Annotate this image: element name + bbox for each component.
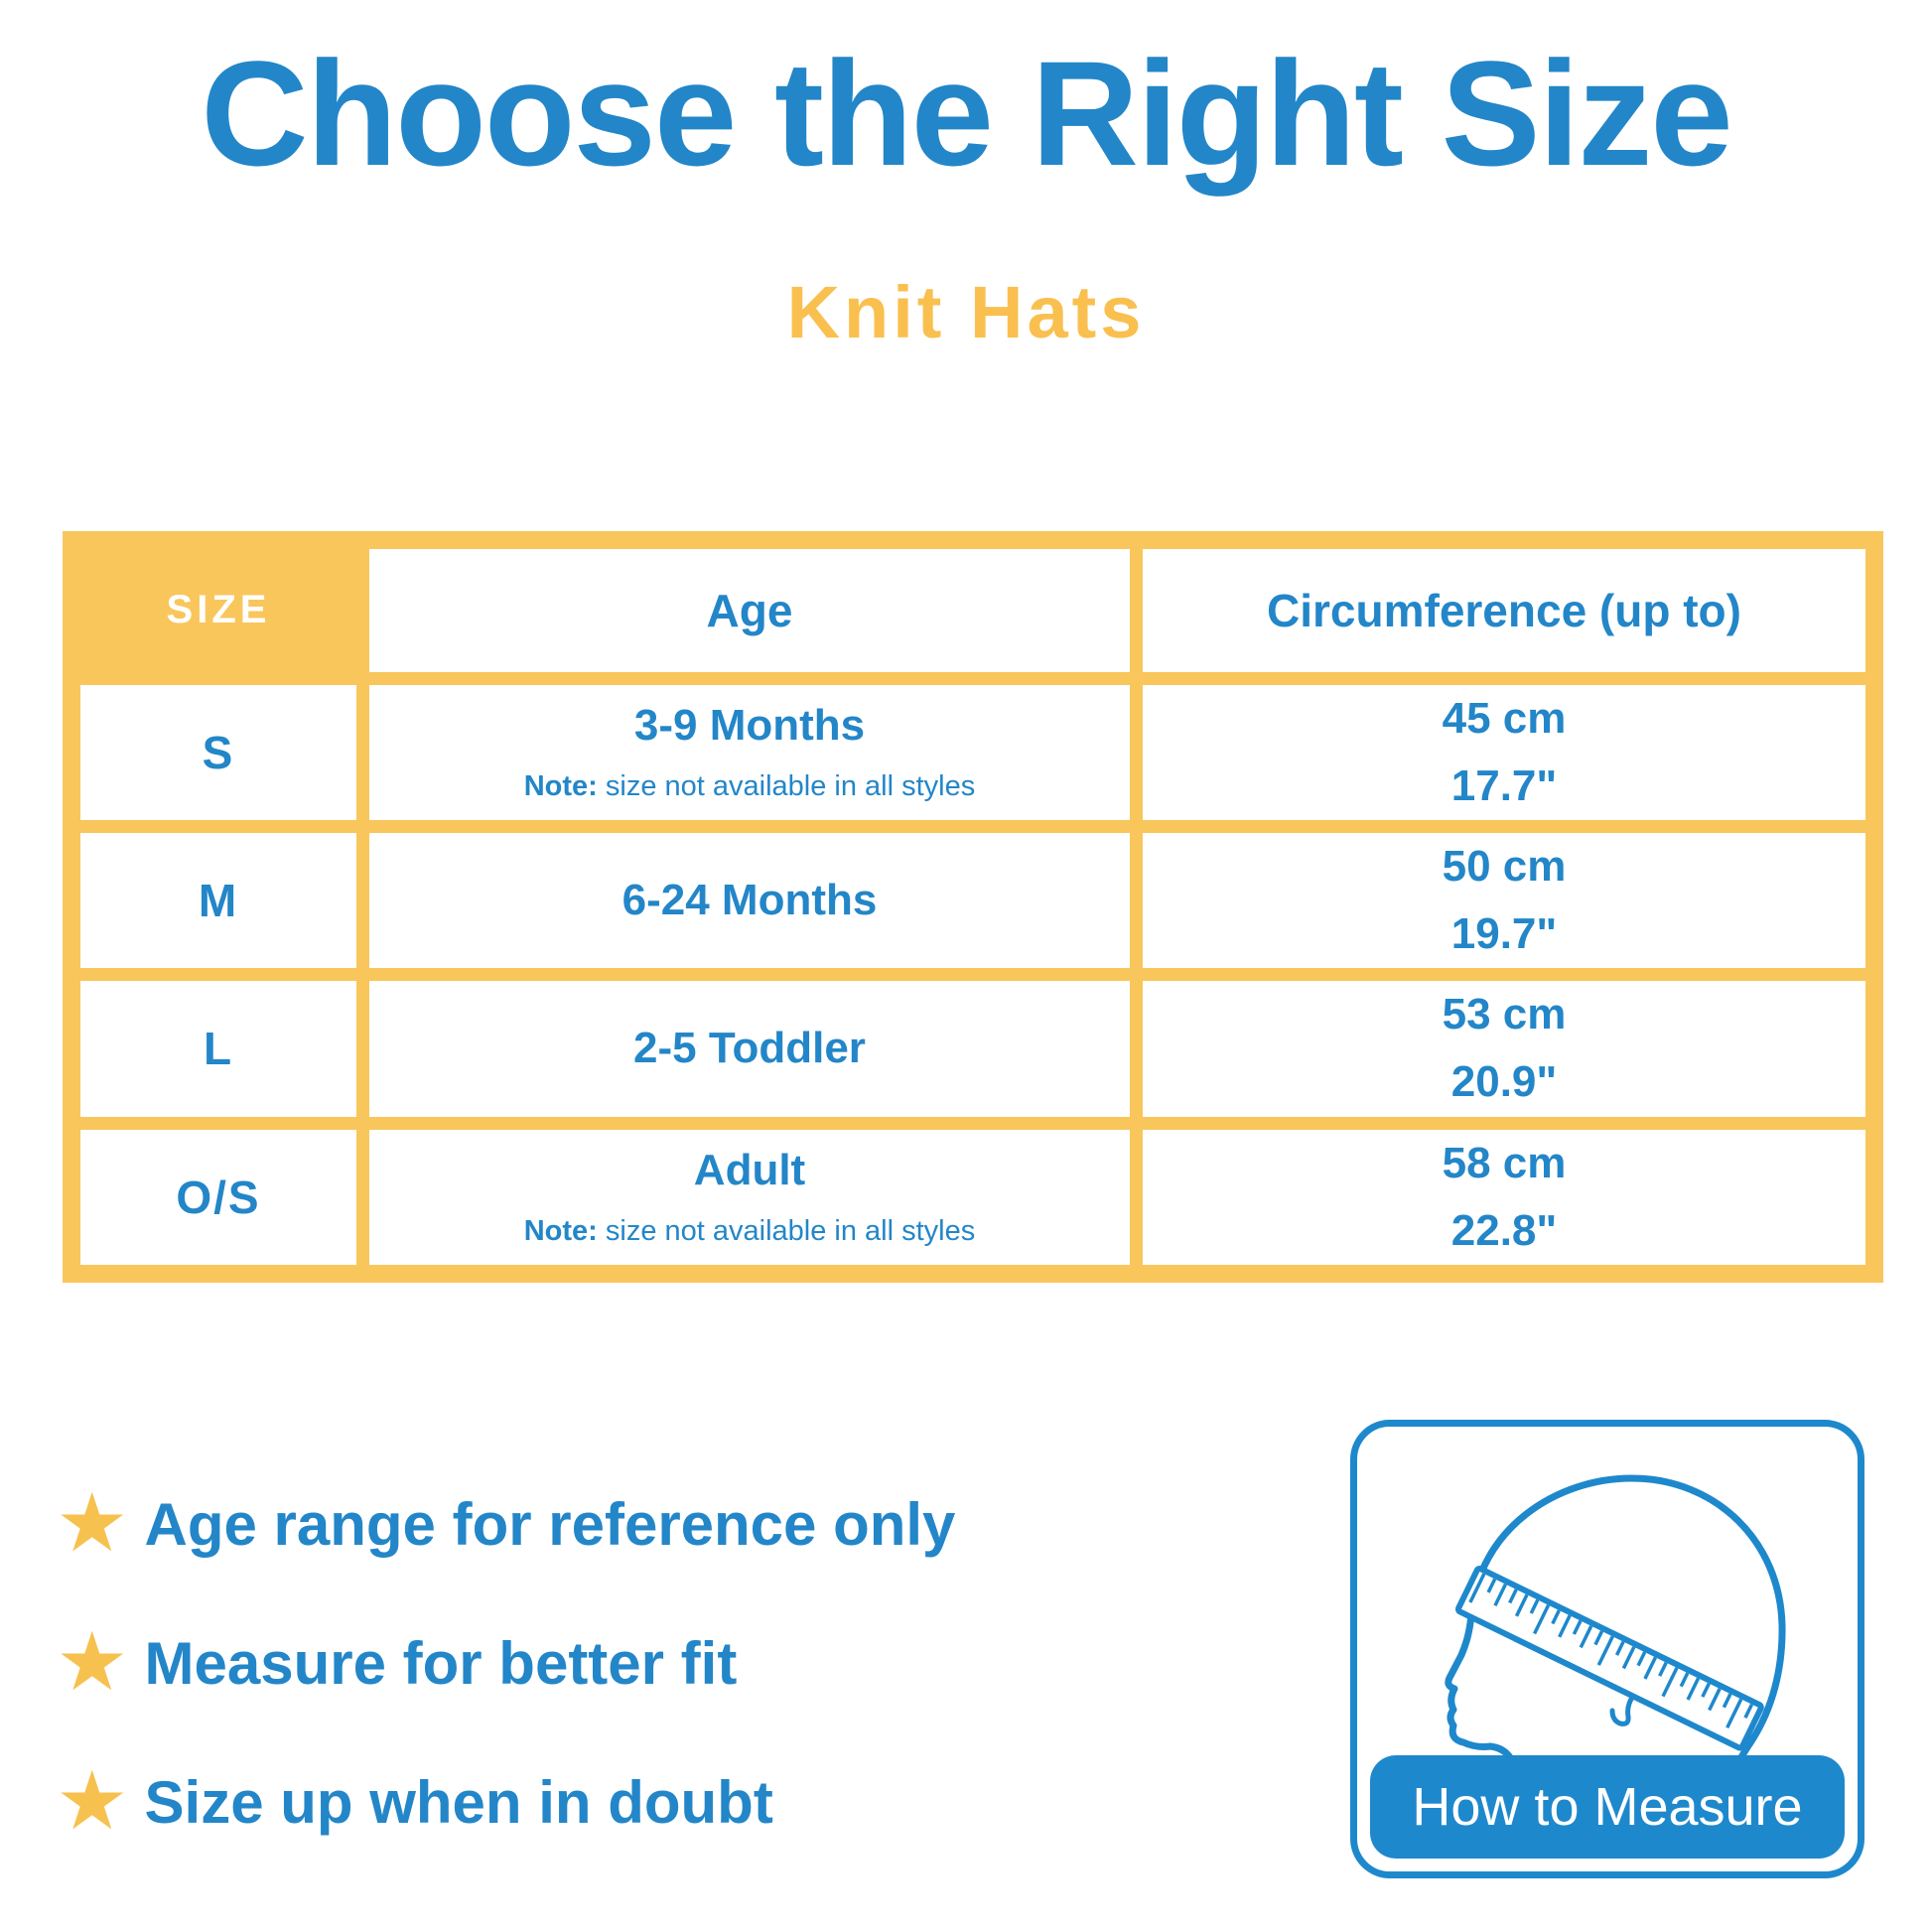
tip-text: Age range for reference only <box>144 1490 956 1558</box>
circumference-inches: 20.9" <box>1450 1057 1558 1107</box>
age-value: 3-9 Months <box>633 701 866 751</box>
head-measure-illustration <box>1445 1474 1786 1854</box>
table-row-m-age: 6-24 Months <box>369 832 1130 969</box>
table-row-s-size: S <box>80 684 356 820</box>
table-row-s-age: 3-9 Months Note: size not available in a… <box>369 684 1130 820</box>
list-item: ★ Size up when in doubt <box>56 1756 955 1847</box>
column-header-size: SIZE <box>166 588 271 632</box>
circumference-inches: 22.8" <box>1450 1205 1558 1255</box>
list-item: ★ Age range for reference only <box>56 1478 956 1569</box>
table-row-m-circumference: 50 cm 19.7" <box>1143 832 1865 969</box>
table-row-l-size: L <box>80 981 356 1117</box>
how-to-measure-panel: How to Measure <box>1350 1420 1864 1878</box>
list-item: ★ Measure for better fit <box>56 1617 955 1708</box>
circumference-cm: 45 cm <box>1442 693 1567 743</box>
table-row-os-circumference: 58 cm 22.8" <box>1143 1129 1865 1265</box>
how-to-measure-label: How to Measure <box>1370 1755 1845 1859</box>
tip-text: Measure for better fit <box>144 1629 738 1697</box>
age-value: 2-5 Toddler <box>633 1024 866 1073</box>
star-icon: ★ <box>56 1478 129 1569</box>
tips-list: ★ Age range for reference only ★ Measure… <box>56 1478 956 1902</box>
circumference-cm: 58 cm <box>1442 1138 1567 1187</box>
measuring-tape-icon <box>1454 1566 1764 1751</box>
star-icon: ★ <box>56 1756 129 1847</box>
circumference-cm: 50 cm <box>1442 841 1567 891</box>
table-row-l-age: 2-5 Toddler <box>369 981 1130 1117</box>
table-row-os-age: Adult Note: size not available in all st… <box>369 1129 1130 1265</box>
star-icon: ★ <box>56 1617 129 1708</box>
column-header-circumference: Circumference (up to) <box>1143 549 1865 672</box>
circumference-inches: 19.7" <box>1450 909 1558 959</box>
table-row-s-circumference: 45 cm 17.7" <box>1143 684 1865 820</box>
circumference-inches: 17.7" <box>1450 760 1558 810</box>
size-chart-table: SIZE Age Circumference (up to) S 3-9 Mon… <box>63 531 1883 1283</box>
circumference-cm: 53 cm <box>1442 990 1567 1039</box>
table-row-l-circumference: 53 cm 20.9" <box>1143 981 1865 1117</box>
table-row-os-size: O/S <box>80 1129 356 1265</box>
column-header-age: Age <box>369 549 1130 672</box>
page-title: Choose the Right Size <box>201 30 1732 197</box>
tip-text: Size up when in doubt <box>144 1768 773 1836</box>
head-outline <box>1467 1474 1786 1854</box>
table-row-m-size: M <box>80 832 356 969</box>
availability-note: Note: size not available in all styles <box>523 770 976 803</box>
availability-note: Note: size not available in all styles <box>523 1215 976 1248</box>
product-category-subtitle: Knit Hats <box>786 271 1146 353</box>
age-value: 6-24 Months <box>621 876 878 925</box>
age-value: Adult <box>693 1146 806 1195</box>
